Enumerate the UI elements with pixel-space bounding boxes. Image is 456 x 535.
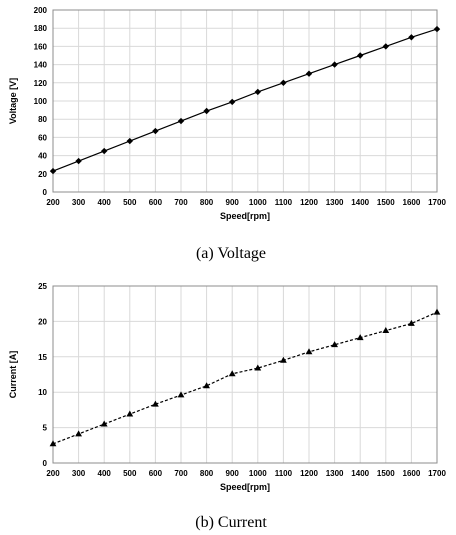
x-tick-label: 300 xyxy=(72,198,86,207)
x-tick-label: 500 xyxy=(123,198,137,207)
x-tick-label: 1000 xyxy=(249,469,267,478)
series-line xyxy=(52,28,438,172)
y-tick-label: 10 xyxy=(38,388,47,397)
x-tick-label: 400 xyxy=(98,198,112,207)
data-point xyxy=(382,43,389,50)
x-tick-label: 1600 xyxy=(403,198,421,207)
x-tick-label: 800 xyxy=(200,469,214,478)
x-tick-label: 900 xyxy=(226,469,240,478)
x-tick-label: 800 xyxy=(200,198,214,207)
x-tick-label: 700 xyxy=(174,198,188,207)
data-point xyxy=(152,400,159,407)
data-point xyxy=(254,88,261,96)
x-tick-label: 1600 xyxy=(403,469,421,478)
y-axis-label: Voltage [V] xyxy=(8,78,18,124)
x-tick-label: 300 xyxy=(72,469,86,478)
data-point xyxy=(408,319,415,326)
y-tick-label: 15 xyxy=(38,353,47,362)
plot-frame xyxy=(52,9,438,193)
x-tick-label: 1100 xyxy=(275,198,293,207)
x-tick-label: 1200 xyxy=(300,198,318,207)
x-tick-label: 400 xyxy=(98,469,112,478)
data-point xyxy=(203,107,210,115)
y-tick-label: 5 xyxy=(43,424,48,433)
data-point xyxy=(177,117,185,125)
data-point xyxy=(382,327,390,334)
series-line xyxy=(52,311,438,445)
data-point xyxy=(126,137,133,145)
x-tick-label: 600 xyxy=(149,198,163,207)
data-point xyxy=(433,25,441,33)
data-point xyxy=(228,370,236,377)
data-point xyxy=(331,341,338,348)
y-tick-label: 100 xyxy=(34,97,48,106)
y-tick-label: 60 xyxy=(38,133,47,142)
y-tick-label: 20 xyxy=(38,317,47,326)
x-tick-label: 1300 xyxy=(326,469,344,478)
y-axis-label: Current [A] xyxy=(8,351,18,399)
data-point xyxy=(152,127,159,135)
y-tick-label: 40 xyxy=(38,152,47,161)
x-tick-label: 1400 xyxy=(351,469,369,478)
x-tick-label: 200 xyxy=(46,198,60,207)
y-tick-label: 160 xyxy=(34,42,48,51)
voltage-chart: 200 300 400 500 600 700 800 900 1000 1100 1200 1300… xyxy=(8,6,446,221)
data-point xyxy=(357,52,364,59)
y-tick-label: 200 xyxy=(34,6,48,15)
x-axis-label: Speed[rpm] xyxy=(220,482,270,492)
caption-current: (b) Current xyxy=(195,514,267,531)
y-tick-label: 0 xyxy=(43,188,48,197)
x-tick-label: 1500 xyxy=(377,198,395,207)
x-tick-label: 900 xyxy=(226,198,240,207)
data-point xyxy=(75,430,82,437)
y-tick-label: 180 xyxy=(34,24,48,33)
x-axis-label: Speed[rpm] xyxy=(220,211,270,221)
y-tick-label: 120 xyxy=(34,79,48,88)
x-tick-label: 1000 xyxy=(249,198,267,207)
x-tick-label: 500 xyxy=(123,469,137,478)
x-tick-label: 1500 xyxy=(377,469,395,478)
data-point xyxy=(356,334,364,341)
data-point xyxy=(305,348,313,355)
data-point xyxy=(75,157,82,165)
y-tick-label: 25 xyxy=(38,282,47,291)
data-point xyxy=(254,364,262,371)
y-tick-label: 140 xyxy=(34,61,48,70)
y-tick-label: 0 xyxy=(43,459,48,468)
data-point xyxy=(100,420,108,427)
data-point xyxy=(433,308,441,315)
x-tick-label: 600 xyxy=(149,469,163,478)
y-tick-label: 80 xyxy=(38,115,47,124)
data-point xyxy=(280,356,287,363)
x-tick-label: 1400 xyxy=(351,198,369,207)
plot-frame xyxy=(52,285,438,464)
data-point xyxy=(203,382,210,389)
data-point xyxy=(305,70,313,77)
current-chart: 200 300 400 500 600 700 800 900 1000 1100 1200 1300… xyxy=(8,282,446,492)
data-point xyxy=(49,440,57,447)
x-tick-label: 1700 xyxy=(428,469,446,478)
data-point xyxy=(177,391,185,398)
data-point xyxy=(126,410,134,417)
x-tick-label: 1700 xyxy=(428,198,446,207)
data-point xyxy=(49,167,57,175)
data-point xyxy=(280,79,287,86)
x-tick-label: 200 xyxy=(46,469,60,478)
data-point xyxy=(408,34,415,41)
x-tick-label: 700 xyxy=(174,469,188,478)
caption-voltage: (a) Voltage xyxy=(196,245,266,262)
x-tick-label: 1300 xyxy=(326,198,344,207)
y-tick-label: 20 xyxy=(38,170,47,179)
data-point xyxy=(101,147,108,155)
data-point xyxy=(229,98,236,106)
x-tick-label: 1100 xyxy=(275,469,293,478)
x-tick-label: 1200 xyxy=(300,469,318,478)
data-point xyxy=(331,61,338,68)
